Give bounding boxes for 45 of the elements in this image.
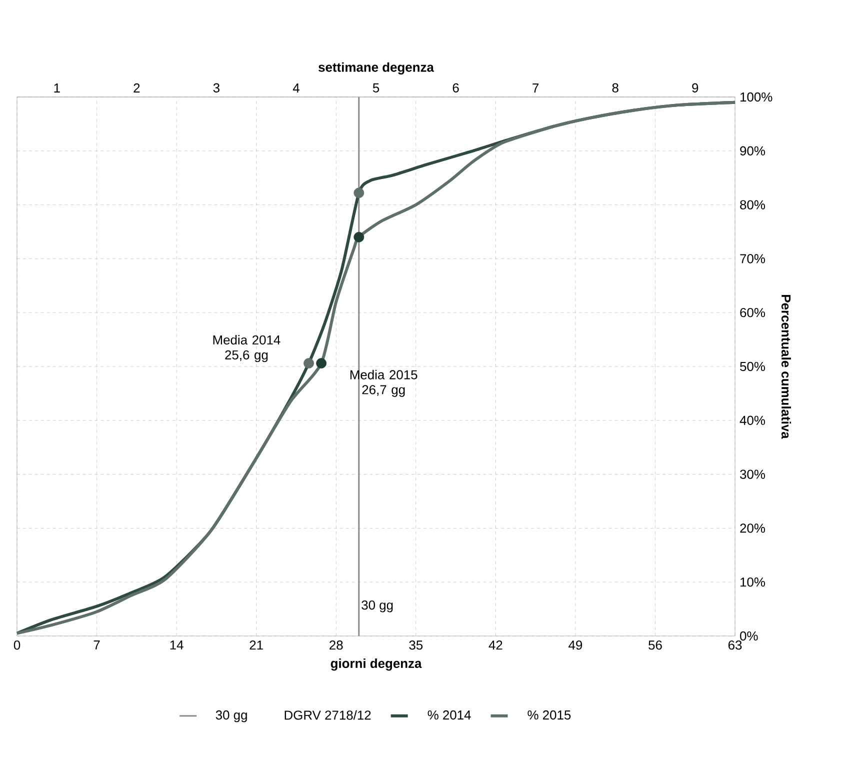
line-series xyxy=(16,100,737,635)
x-tick-label: 0 xyxy=(14,640,20,650)
text: 30 gg xyxy=(216,710,247,722)
x-tick-label: 14 xyxy=(170,640,184,650)
y-tick-label: 100% xyxy=(740,92,772,102)
y-tick-label: 80% xyxy=(740,200,765,210)
x2-tick-label: 8 xyxy=(612,83,618,92)
x2-tick-label: 9 xyxy=(692,83,698,92)
x2-tick-label: 5 xyxy=(372,83,380,92)
text: DGRV 2718/12 xyxy=(284,710,371,720)
y-axis-title: Percentuale cumulativa xyxy=(781,295,791,439)
x2-axis-title: settimane degenza xyxy=(318,62,434,74)
annotation: Media 2015 26,7 gg xyxy=(350,370,418,397)
ref-line-label: 30 gg xyxy=(362,600,393,612)
x-tick-label: 21 xyxy=(250,640,263,650)
x-tick-label: 56 xyxy=(648,640,662,650)
y-tick-label: 50% xyxy=(740,362,765,372)
point xyxy=(354,232,364,242)
x2-tick-label: 7 xyxy=(532,84,539,92)
x-tick-label: 35 xyxy=(409,640,423,650)
x-tick-label: 63 xyxy=(728,640,742,650)
point xyxy=(304,358,314,368)
x2-tick-label: 1 xyxy=(54,84,60,92)
y-tick-label: 70% xyxy=(740,254,765,264)
point xyxy=(354,188,364,198)
y-tick-label: 40% xyxy=(740,416,765,425)
y-tick-label: 10% xyxy=(740,577,765,587)
legend-label: % 2015 xyxy=(528,710,571,720)
annotation: Media 2014 25,6 gg xyxy=(213,335,280,362)
x-tick-label: 7 xyxy=(94,640,100,650)
y-tick-label: 30% xyxy=(740,470,765,479)
x-axis-title: giorni degenza xyxy=(330,658,422,671)
y-tick-label: 20% xyxy=(740,524,765,533)
y-tick-label: 60% xyxy=(740,308,765,318)
y-tick-label: 0% xyxy=(740,631,758,641)
x-tick-label: 49 xyxy=(568,640,582,650)
x2-tick-label: 2 xyxy=(134,83,140,92)
x2-tick-label: 6 xyxy=(452,83,459,92)
x2-tick-label: 4 xyxy=(292,84,300,92)
y-tick-label: 90% xyxy=(740,146,765,156)
point xyxy=(316,358,327,368)
legend-label: % 2014 xyxy=(428,710,471,720)
x-tick-label: 28 xyxy=(330,640,343,650)
x-tick-label: 42 xyxy=(488,640,502,650)
x2-tick-label: 3 xyxy=(213,83,220,92)
